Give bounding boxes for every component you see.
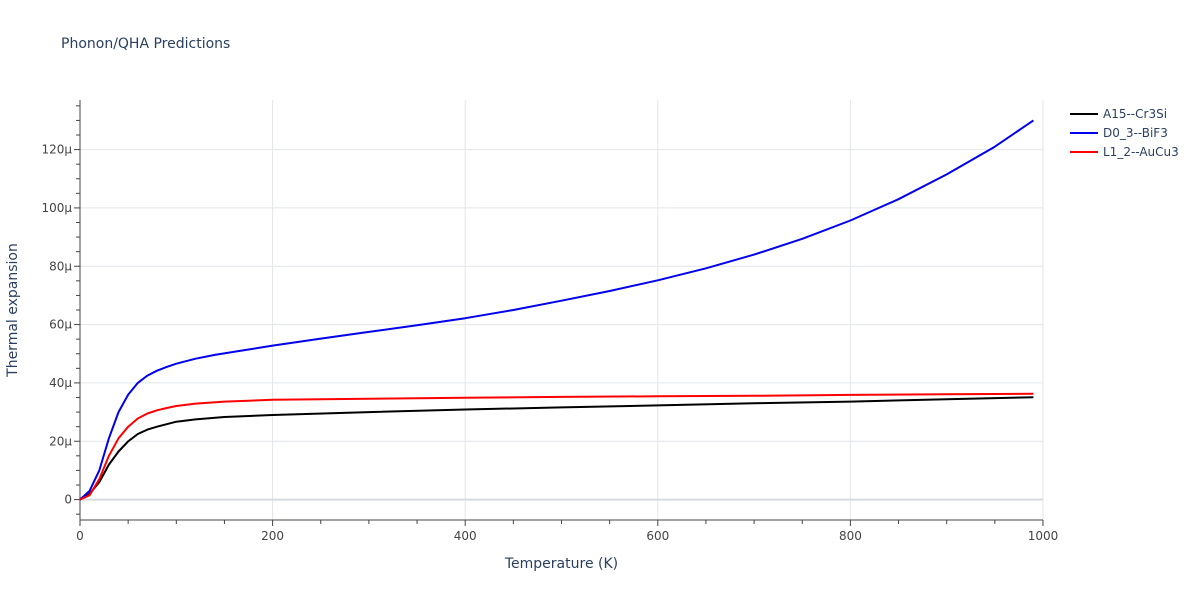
y-tick-label: 20µ [49, 434, 72, 448]
y-tick-label: 80µ [49, 259, 72, 273]
legend-item[interactable]: L1_2--AuCu3 [1070, 145, 1179, 159]
x-tick-label: 600 [646, 529, 669, 543]
y-tick-label: 120µ [41, 143, 72, 157]
legend-item[interactable]: D0_3--BiF3 [1070, 126, 1168, 140]
y-tick-label: 60µ [49, 318, 72, 332]
series-line-A15--Cr3Si[interactable] [79, 396, 1034, 501]
legend-label: D0_3--BiF3 [1103, 126, 1168, 140]
x-tick-label: 1000 [1028, 529, 1059, 543]
y-tick-label: 0 [64, 493, 72, 507]
y-tick-label: 100µ [41, 201, 72, 215]
axis-layer: 0 200 400 600 800 1000 0 20µ 40µ 60µ 80µ 100µ 120µ [41, 100, 1058, 543]
legend-label: A15--Cr3Si [1103, 107, 1167, 121]
series-layer [79, 119, 1034, 501]
x-axis-title: Temperature (K) [504, 556, 618, 572]
legend-label: L1_2--AuCu3 [1103, 145, 1179, 159]
y-axis-title: Thermal expansion [5, 243, 21, 378]
legend-item[interactable]: A15--Cr3Si [1070, 107, 1167, 121]
legend[interactable]: A15--Cr3Si D0_3--BiF3 L1_2--AuCu3 [1070, 107, 1179, 159]
x-tick-label: 0 [76, 529, 84, 543]
y-tick-label: 40µ [49, 376, 72, 390]
series-line-L1_2--AuCu3[interactable] [79, 392, 1034, 501]
x-tick-label: 400 [454, 529, 477, 543]
grid-layer [80, 100, 1044, 520]
label-layer: Temperature (K) Thermal expansion [5, 243, 618, 572]
series-line-D0_3--BiF3[interactable] [79, 119, 1034, 501]
x-tick-label: 200 [261, 529, 284, 543]
chart-title: Phonon/QHA Predictions [61, 36, 231, 52]
x-tick-label: 800 [839, 529, 862, 543]
